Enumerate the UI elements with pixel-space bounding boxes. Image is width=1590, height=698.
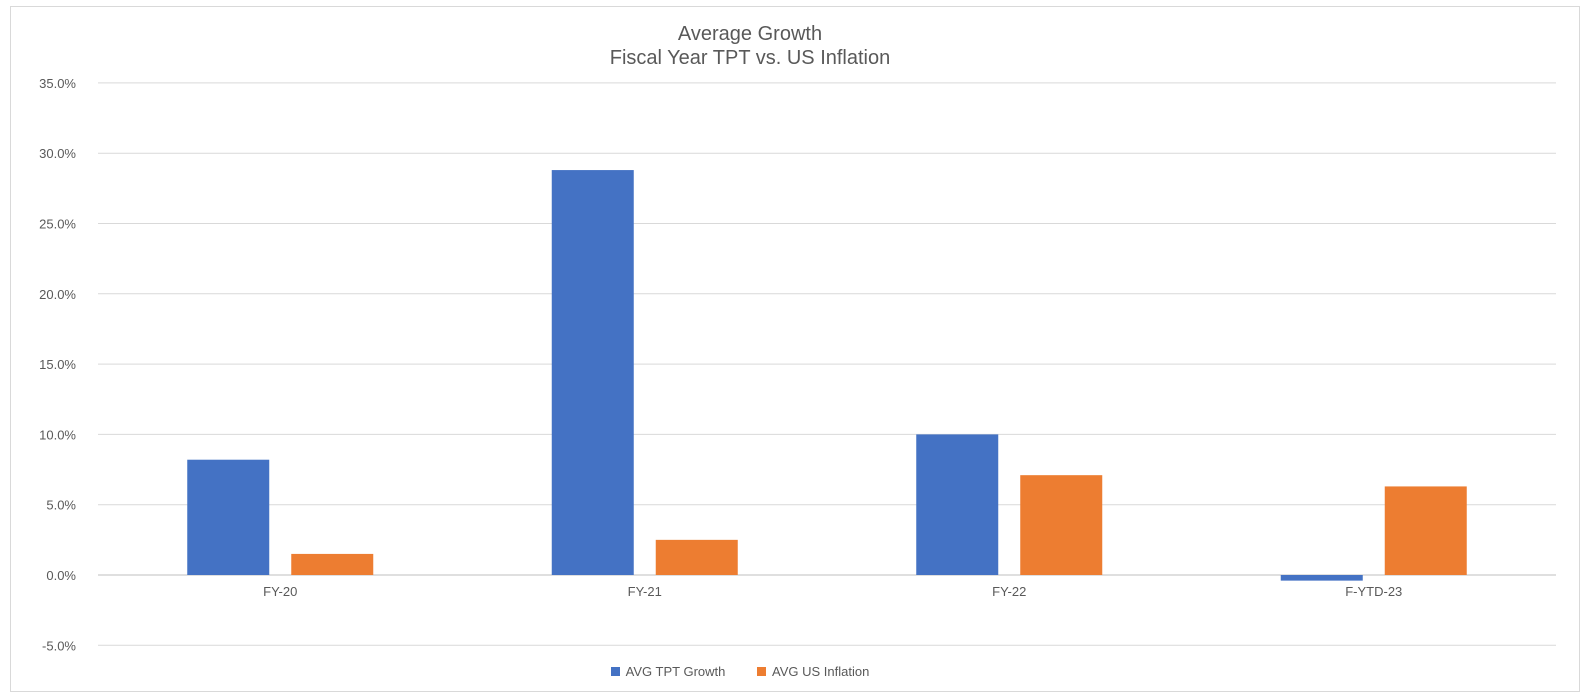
y-tick-label: 0.0% <box>46 568 76 583</box>
gridlines <box>98 82 1556 646</box>
y-tick-label: 25.0% <box>39 217 76 232</box>
chart-subtitle: Fiscal Year TPT vs. US Inflation <box>609 47 891 69</box>
y-tick-label: 35.0% <box>39 76 76 91</box>
y-tick-label: 10.0% <box>39 427 76 442</box>
y-tick-label: 20.0% <box>39 287 76 302</box>
x-tick-label: FY-20 <box>263 584 297 599</box>
bars <box>187 170 1467 581</box>
bar-us-inflation-fy-21 <box>655 539 738 575</box>
legend: AVG TPT Growth AVG US Inflation <box>0 664 1480 679</box>
chart-title: Average Growth <box>677 23 823 45</box>
bar-tpt-growth-fy-20 <box>187 459 270 575</box>
y-tick-label: -5.0% <box>42 638 76 653</box>
bar-us-inflation-f-ytd-23 <box>1384 486 1467 575</box>
legend-label-us-inflation: AVG US Inflation <box>772 664 870 679</box>
y-tick-label: 15.0% <box>39 357 76 372</box>
bar-tpt-growth-fy-22 <box>916 434 999 575</box>
legend-swatch-tpt-growth <box>610 667 620 676</box>
chart-title-block: Average Growth Fiscal Year TPT vs. US In… <box>10 22 1490 70</box>
x-tick-label: FY-21 <box>628 584 662 599</box>
legend-item-us-inflation: AVG US Inflation <box>757 664 869 679</box>
bar-tpt-growth-f-ytd-23 <box>1280 575 1363 581</box>
bar-us-inflation-fy-22 <box>1020 475 1103 575</box>
legend-item-tpt-growth: AVG TPT Growth <box>610 664 726 679</box>
y-tick-label: 5.0% <box>46 498 76 513</box>
y-axis-ticks: -5.0% 0.0% 5.0% 10.0% 15.0% 20.0% 25.0% 30.0% 35… <box>39 76 76 653</box>
bar-tpt-growth-fy-21 <box>551 170 634 575</box>
bar-us-inflation-fy-20 <box>291 553 374 575</box>
legend-swatch-us-inflation <box>757 667 766 676</box>
x-tick-label: FY-22 <box>992 584 1026 599</box>
y-tick-label: 30.0% <box>39 146 76 161</box>
legend-label-tpt-growth: AVG TPT Growth <box>625 664 726 679</box>
x-tick-label: F-YTD-23 <box>1345 584 1402 599</box>
x-axis-ticks: FY-20 FY-21 FY-22 F-YTD-23 <box>263 584 1402 599</box>
